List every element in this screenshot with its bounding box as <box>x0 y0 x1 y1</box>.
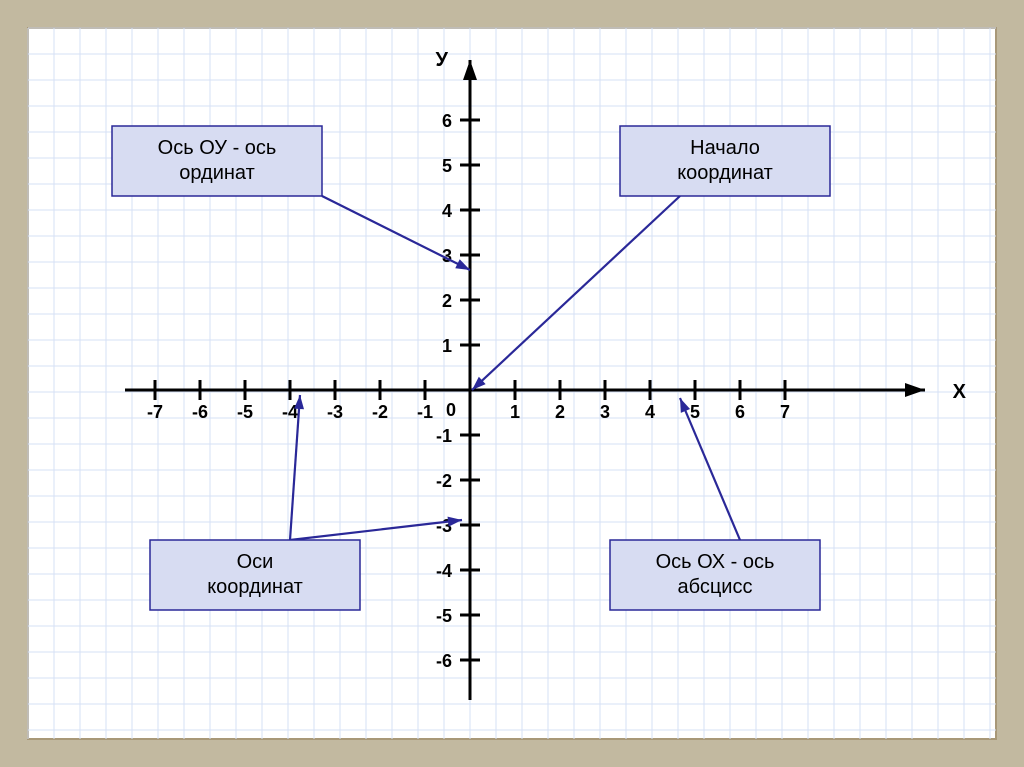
y-tick-label: -1 <box>436 426 452 446</box>
x-tick-label: 1 <box>510 402 520 422</box>
axes-label-text: Оси <box>237 551 274 573</box>
origin-label: Начало координат <box>620 126 830 196</box>
x-tick-label: 2 <box>555 402 565 422</box>
y-tick-label: 1 <box>442 336 452 356</box>
x-tick-label: 3 <box>600 402 610 422</box>
oy-axis-label: Ось ОУ - ось ординат <box>112 126 322 196</box>
oy-axis-label-text: ординат <box>179 162 255 184</box>
y-tick-label: -4 <box>436 561 452 581</box>
x-tick-label: -3 <box>327 402 343 422</box>
origin-label-text: координат <box>677 162 773 184</box>
coordinate-diagram-svg: -7-6-5-4-3-2-11234567-6-5-4-3-2-11234560… <box>0 0 1024 767</box>
x-tick-label: -6 <box>192 402 208 422</box>
axes-label-text: координат <box>207 576 303 598</box>
x-tick-label: -4 <box>282 402 298 422</box>
origin-label-zero: 0 <box>446 400 456 420</box>
y-tick-label: 4 <box>442 201 452 221</box>
x-tick-label: 5 <box>690 402 700 422</box>
origin-label-text: Начало <box>690 137 760 159</box>
y-tick-label: 5 <box>442 156 452 176</box>
oy-axis-label-text: Ось ОУ - ось <box>158 137 277 159</box>
ox-axis-label: Ось ОХ - ось абсцисс <box>610 540 820 610</box>
y-axis-name: У <box>436 49 449 71</box>
y-tick-label: -6 <box>436 651 452 671</box>
y-tick-label: 2 <box>442 291 452 311</box>
x-tick-label: -2 <box>372 402 388 422</box>
y-tick-label: -5 <box>436 606 452 626</box>
diagram-frame: -7-6-5-4-3-2-11234567-6-5-4-3-2-11234560… <box>0 0 1024 767</box>
x-tick-label: 4 <box>645 402 655 422</box>
x-tick-label: -7 <box>147 402 163 422</box>
x-tick-label: 6 <box>735 402 745 422</box>
ox-axis-label-text: Ось ОХ - ось <box>656 551 775 573</box>
y-tick-label: -2 <box>436 471 452 491</box>
x-axis-name: Х <box>953 381 967 403</box>
x-tick-label: -5 <box>237 402 253 422</box>
ox-axis-label-text: абсцисс <box>678 576 753 598</box>
x-tick-label: 7 <box>780 402 790 422</box>
x-tick-label: -1 <box>417 402 433 422</box>
axes-label: Оси координат <box>150 540 360 610</box>
y-tick-label: 6 <box>442 111 452 131</box>
